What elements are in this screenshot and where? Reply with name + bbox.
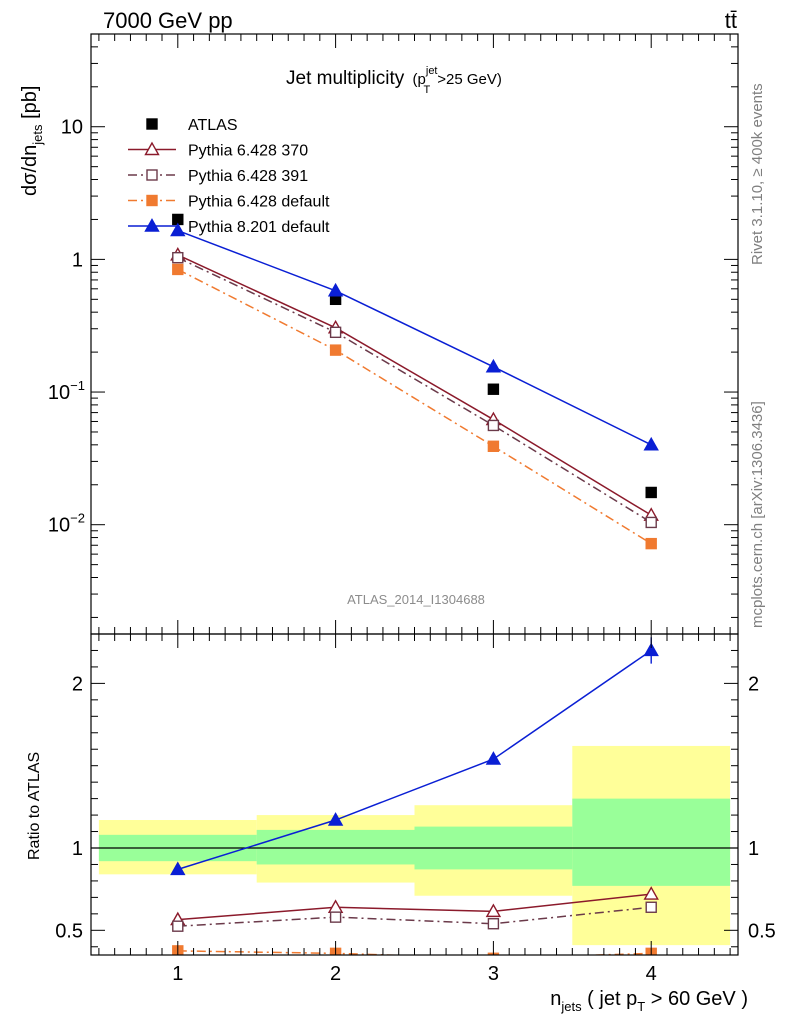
- ratio-data-point: [645, 901, 657, 913]
- main-ylabel-base: dσ/dn: [19, 145, 41, 196]
- legend-marker: [146, 169, 158, 181]
- main-data-point: [487, 419, 500, 432]
- main-data-point: [329, 326, 342, 339]
- legend-label: Pythia 6.428 default: [188, 194, 330, 211]
- ratio-data-point: [487, 918, 500, 930]
- xlabel-sub: jets: [560, 999, 582, 1014]
- main-y-tick-label: 1: [72, 249, 83, 271]
- main-data-point: [643, 436, 659, 451]
- legend-entry: Pythia 8.201 default: [128, 218, 330, 236]
- stat-uncertainty-band: [572, 798, 731, 886]
- main-series-3: [172, 263, 657, 550]
- ratio-x-tick-label: 3: [488, 963, 499, 985]
- legend-entry: Pythia 6.428 391: [128, 168, 308, 185]
- ratio-x-tick-label: 2: [330, 963, 341, 985]
- ratio-data-point: [643, 642, 659, 657]
- main-y-tick-label: 10−2: [48, 511, 85, 537]
- main-y-tick-label: 10: [61, 117, 83, 139]
- xlabel-sub2: T: [637, 999, 645, 1014]
- main-title-suffix-sup: jet: [425, 65, 438, 77]
- ratio-series-line: [177, 906, 652, 927]
- ratio-series-1: [172, 901, 657, 932]
- legend-label: Pythia 6.428 391: [188, 168, 308, 185]
- main-series-line: [177, 257, 652, 524]
- main-series-1: [170, 247, 659, 521]
- ratio-xlabel: njets ( jet pT > 60 GeV ): [550, 988, 748, 1014]
- main-title-suffix-sub: T: [424, 84, 431, 96]
- legend-marker: [146, 194, 158, 207]
- ratio-series-3: [170, 637, 659, 876]
- ratio-series-0: [170, 886, 659, 926]
- legend: ATLAS Pythia 6.428 370 Pythia 6.428 391 Pyt…: [128, 117, 330, 236]
- main-data-point: [485, 358, 502, 373]
- main-data-point: [645, 486, 657, 499]
- main-series-line: [177, 268, 652, 545]
- ratio-x-tick-label: 4: [646, 963, 657, 985]
- ratio-ylabel: Ratio to ATLAS: [26, 752, 43, 860]
- ratio-data-point: [485, 751, 502, 765]
- main-series-2: [172, 251, 657, 529]
- main-data-point: [170, 222, 186, 237]
- main-panel: 10 1 10−1 10−2 Jet multiplicity (pjet T >25 G…: [19, 33, 739, 635]
- ratio-y-tick-label: 1: [72, 838, 83, 860]
- xlabel-rest: > 60 GeV ): [645, 988, 748, 1010]
- ratio-y-tick-label: 2: [72, 673, 83, 695]
- main-ylabel: dσ/dnjets [pb]: [19, 86, 45, 196]
- xlabel-mid: ( jet p: [582, 988, 638, 1010]
- main-data-point: [172, 263, 184, 276]
- main-y-tick-label: 10−1: [48, 378, 85, 404]
- ratio-data-point: [643, 886, 659, 900]
- main-series-4: [170, 222, 659, 451]
- main-data-point: [172, 251, 184, 264]
- main-data-point: [487, 383, 500, 395]
- legend-marker: [144, 218, 160, 232]
- process-label: tt̄: [725, 8, 737, 33]
- ratio-data-point: [327, 812, 344, 826]
- ratio-data-point: [327, 899, 344, 913]
- legend-entry: Pythia 6.428 default: [128, 194, 330, 211]
- main-series-line: [177, 229, 652, 446]
- ratio-y-tick-label-right: 0.5: [748, 920, 776, 942]
- ratio-series-line: [177, 893, 652, 921]
- ratio-y-tick-label-right: 2: [748, 673, 759, 695]
- ratio-data-point: [329, 911, 342, 923]
- legend-marker: [144, 141, 160, 156]
- ratio-panel: 1 2 3 4 0.5 0.5 1 1 2 2 Ratio to ATLAS njets ( je…: [26, 633, 776, 1014]
- main-title-text: Jet multiplicity: [286, 68, 405, 89]
- ratio-data-point: [170, 861, 186, 876]
- legend-label: Pythia 6.428 370: [188, 143, 308, 160]
- xlabel-base: n: [550, 988, 561, 1010]
- main-title: Jet multiplicity (pjet T >25 GeV): [286, 65, 502, 96]
- legend-label: Pythia 8.201 default: [188, 219, 330, 236]
- main-title-suffix: (p: [413, 71, 426, 88]
- stat-uncertainty-band: [256, 829, 415, 865]
- main-data-point: [487, 440, 500, 452]
- main-data-point: [645, 537, 657, 550]
- main-data-point: [329, 344, 342, 356]
- ratio-y-tick-label: 0.5: [55, 920, 83, 942]
- energy-label: 7000 GeV pp: [103, 8, 233, 33]
- main-ylabel-sub: jets: [30, 124, 45, 146]
- ratio-data-point: [172, 920, 184, 932]
- main-series-line: [177, 254, 652, 516]
- legend-entry: ATLAS: [146, 117, 238, 134]
- legend-entry: Pythia 6.428 370: [128, 141, 308, 160]
- analysis-label: ATLAS_2014_I1304688: [347, 592, 485, 607]
- ratio-series-line: [177, 649, 652, 871]
- legend-label: ATLAS: [188, 117, 238, 134]
- legend-marker: [146, 118, 158, 130]
- main-data-point: [645, 516, 657, 529]
- ratio-y-tick-label-right: 1: [748, 838, 759, 860]
- rivet-label: Rivet 3.1.10, ≥ 400k events: [749, 83, 766, 265]
- main-ylabel-rest: [pb]: [19, 86, 41, 125]
- main-series-0: [172, 213, 657, 499]
- main-title-suffix-rest: >25 GeV): [437, 71, 502, 88]
- main-data-point: [327, 282, 344, 297]
- ratio-data-point: [485, 903, 502, 918]
- mcplots-label: mcplots.cern.ch [arXiv:1306.3436]: [749, 401, 766, 628]
- ratio-x-tick-label: 1: [172, 963, 183, 985]
